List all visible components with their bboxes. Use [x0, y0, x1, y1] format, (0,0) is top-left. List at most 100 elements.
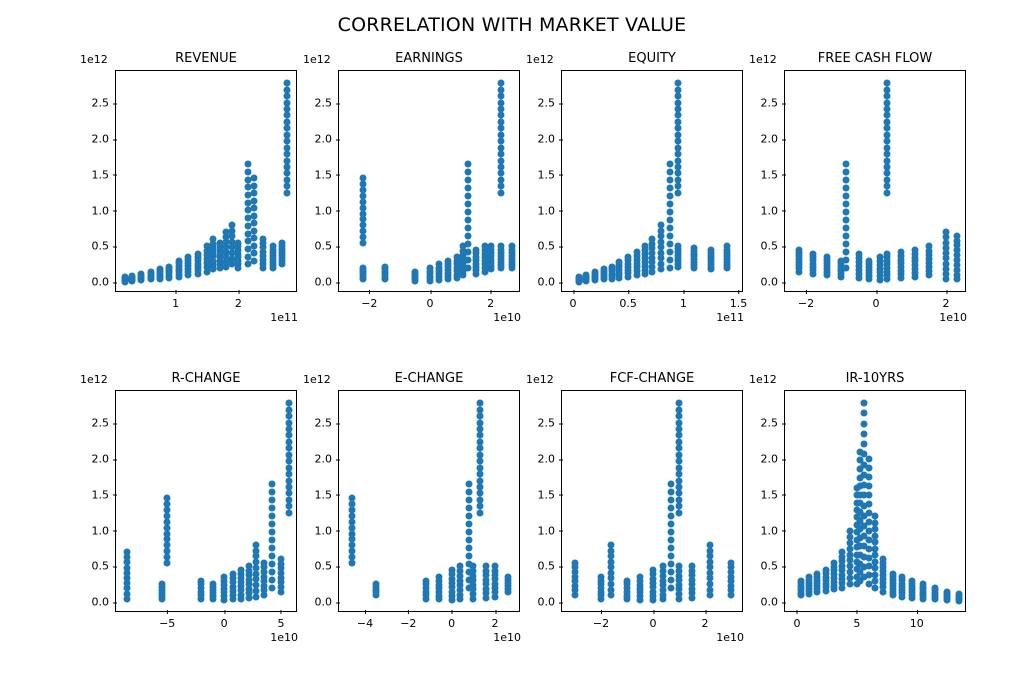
data-point: [251, 242, 258, 249]
data-point: [252, 541, 259, 548]
y-tick: 2.5: [92, 97, 117, 110]
data-point: [674, 112, 681, 119]
data-point: [674, 99, 681, 106]
data-point: [871, 552, 878, 559]
data-point: [268, 513, 275, 520]
data-point: [668, 537, 675, 544]
y-tick: 1.5: [761, 168, 786, 181]
data-point: [284, 138, 291, 145]
data-point: [476, 413, 483, 420]
data-point: [649, 236, 656, 243]
data-point: [866, 257, 873, 264]
data-point: [284, 118, 291, 125]
data-point: [668, 584, 675, 591]
data-point: [285, 490, 292, 497]
data-point: [668, 576, 675, 583]
data-point: [689, 563, 696, 570]
x-tick: 2: [492, 611, 499, 630]
x-tick: 0.5: [619, 291, 637, 310]
data-point: [676, 464, 683, 471]
data-point: [466, 537, 473, 544]
y-tick: 0.5: [538, 560, 563, 573]
data-point: [674, 131, 681, 138]
data-point: [861, 430, 868, 437]
data-point: [676, 509, 683, 516]
subplot-title: REVENUE: [116, 51, 296, 66]
data-point: [464, 193, 471, 200]
data-point: [268, 529, 275, 536]
axes: REVENUE1e121e110.00.51.01.52.02.512: [115, 70, 297, 292]
axes: EQUITY1e121e110.00.51.01.52.02.500.511.5: [561, 70, 743, 292]
data-point: [899, 574, 906, 581]
axes: EARNINGS1e121e100.00.51.01.52.02.5−202: [338, 70, 520, 292]
subplot-title: R-CHANGE: [116, 371, 296, 386]
figure: CORRELATION WITH MARKET VALUE REVENUE1e1…: [0, 0, 1024, 683]
data-point: [839, 549, 846, 556]
data-point: [381, 263, 388, 270]
data-point: [676, 451, 683, 458]
y-tick: 0.5: [761, 560, 786, 573]
data-point: [285, 451, 292, 458]
data-point: [244, 161, 251, 168]
data-point: [285, 400, 292, 407]
y-tick: 1.5: [761, 488, 786, 501]
data-point: [476, 464, 483, 471]
data-point: [260, 236, 267, 243]
data-point: [279, 239, 286, 246]
data-point: [616, 259, 623, 266]
data-point: [865, 491, 872, 498]
data-point: [464, 224, 471, 231]
data-point: [498, 125, 505, 132]
data-point: [676, 419, 683, 426]
data-point: [128, 272, 135, 279]
data-point: [676, 458, 683, 465]
y-tick: 2.5: [761, 97, 786, 110]
data-point: [483, 563, 490, 570]
data-point: [608, 541, 615, 548]
data-point: [175, 257, 182, 264]
data-point: [476, 509, 483, 516]
data-point: [843, 224, 850, 231]
data-point: [476, 438, 483, 445]
data-point: [865, 464, 872, 471]
data-point: [284, 183, 291, 190]
data-point: [284, 189, 291, 196]
data-point: [268, 521, 275, 528]
data-point: [865, 500, 872, 507]
data-point: [843, 169, 850, 176]
data-point: [476, 471, 483, 478]
data-point: [865, 482, 872, 489]
data-point: [466, 544, 473, 551]
data-point: [668, 489, 675, 496]
data-point: [865, 473, 872, 480]
data-point: [883, 80, 890, 87]
data-point: [422, 577, 429, 584]
data-point: [498, 80, 505, 87]
data-point: [919, 581, 926, 588]
data-point: [445, 257, 452, 264]
data-point: [498, 112, 505, 119]
data-point: [674, 93, 681, 100]
y-tick: 1.0: [761, 524, 786, 537]
y-tick: 2.0: [315, 453, 340, 466]
data-point: [466, 481, 473, 488]
data-point: [285, 477, 292, 484]
data-point: [668, 505, 675, 512]
figure-title: CORRELATION WITH MARKET VALUE: [0, 14, 1024, 36]
data-point: [360, 175, 367, 182]
subplot-title: IR-10YRS: [785, 371, 965, 386]
y-tick: 0.5: [92, 240, 117, 253]
data-point: [668, 521, 675, 528]
data-point: [194, 250, 201, 257]
data-point: [435, 574, 442, 581]
data-point: [464, 256, 471, 263]
data-point: [448, 567, 455, 574]
data-point: [855, 250, 862, 257]
y-tick: 2.0: [92, 133, 117, 146]
y-tick: 2.5: [315, 97, 340, 110]
data-point: [667, 177, 674, 184]
data-point: [668, 529, 675, 536]
data-point: [238, 567, 245, 574]
data-point: [674, 105, 681, 112]
data-point: [625, 254, 632, 261]
